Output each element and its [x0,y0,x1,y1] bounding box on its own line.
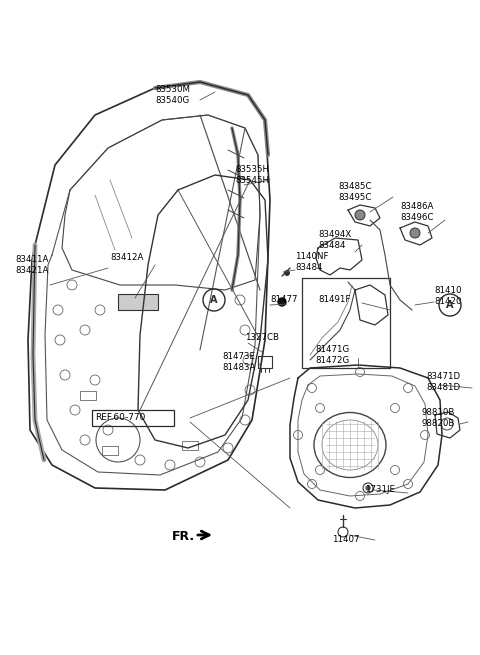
Text: 83486A
83496C: 83486A 83496C [400,202,433,221]
Text: REF.60-770: REF.60-770 [95,413,145,422]
Text: 81491F: 81491F [318,295,350,305]
Text: 81477: 81477 [270,295,298,305]
Text: 1327CB: 1327CB [245,333,279,343]
Circle shape [410,228,420,238]
Text: A: A [210,295,218,305]
Text: 83471D
83481D: 83471D 83481D [426,372,460,392]
Text: 83412A: 83412A [110,253,144,263]
Text: 81473E
81483A: 81473E 81483A [222,352,255,371]
Text: A: A [446,300,454,310]
Bar [182,441,198,450]
Text: 1140NF
83484: 1140NF 83484 [295,252,328,272]
Text: 11407: 11407 [332,536,360,544]
Text: 83485C
83495C: 83485C 83495C [338,182,372,202]
Bar [102,446,118,455]
Bar [80,391,96,400]
Text: 81471G
81472G: 81471G 81472G [315,345,349,365]
Circle shape [278,298,286,306]
Text: 81410
81420: 81410 81420 [434,286,461,306]
Bar [92,410,174,426]
Text: 83494X
83484: 83494X 83484 [318,231,351,250]
Circle shape [366,486,370,490]
Text: 83411A
83421A: 83411A 83421A [15,255,48,274]
Text: 98810B
98820B: 98810B 98820B [422,408,456,428]
Text: 83530M
83540G: 83530M 83540G [155,85,190,105]
Circle shape [284,270,290,276]
Circle shape [355,210,365,220]
Text: 83535H
83545H: 83535H 83545H [235,165,269,185]
Bar [118,294,158,310]
Text: FR.: FR. [172,531,195,544]
Text: 1731JE: 1731JE [365,485,395,495]
